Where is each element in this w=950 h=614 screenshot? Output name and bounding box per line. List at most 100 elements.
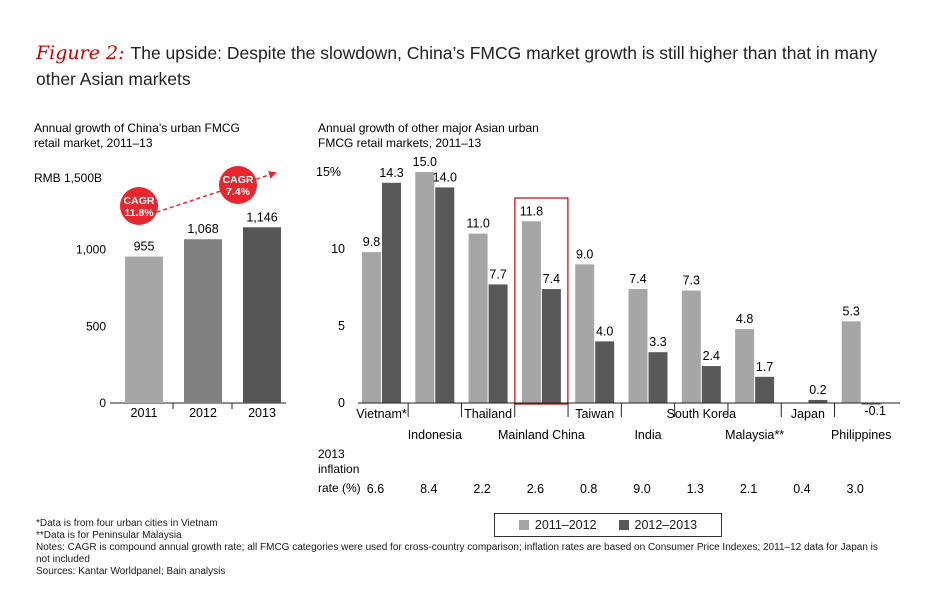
chart2-ytick-label: 5 [338,319,345,333]
chart2-value-label: 7.3 [683,274,700,288]
chart2-bar-Indonesia-2011–2012 [415,172,435,403]
chart2-inflation-rate: 1.3 [687,482,704,496]
china-growth-chart: Annual growth of China’s urban FMCG reta… [34,121,286,420]
asia-growth-chart: Annual growth of other major Asian urban… [316,121,900,496]
inflation-title-line-3: rate (%) [318,481,361,495]
cagr-badge [120,187,158,225]
chart2-bar-Indonesia-2012–2013 [435,187,455,403]
chart2-bar-South Korea-2011–2012 [681,290,701,403]
chart2-category-label: Vietnam* [356,407,407,421]
chart2-value-label: 15.0 [413,155,437,169]
chart2-bar-India-2011–2012 [628,289,648,403]
cagr-badge-value: 7.4% [226,186,251,198]
chart1-ytick-label: 500 [86,319,106,333]
footnote-sources: Sources: Kantar Worldpanel; Bain analysi… [36,566,226,577]
chart2-bar-Vietnam*-2011–2012 [362,252,381,403]
chart1-bar-2011 [125,256,163,403]
chart2-title-line-2: FMCG retail markets, 2011–13 [318,136,481,150]
chart2-value-label: 11.8 [520,204,543,218]
chart1-value-label: 1,068 [187,222,218,236]
chart2-inflation-rate: 2.2 [473,482,490,496]
chart2-value-label: 5.3 [843,304,860,318]
chart2-value-label: -0.1 [864,404,886,418]
chart2-category-label: South Korea [667,407,737,421]
legend-label-2011-2012: 2011–2012 [534,518,597,532]
chart2-inflation-rate: 8.4 [420,482,437,496]
chart2-bar-Malaysia**-2011–2012 [735,329,755,403]
chart2-value-label: 9.8 [363,235,380,249]
chart1-title-line-1: Annual growth of China’s urban FMCG [34,121,240,135]
chart1-title-line-2: retail market, 2011–13 [34,136,153,150]
chart2-value-label: 11.0 [466,217,489,231]
chart1-ytick-label: 0 [99,396,106,410]
chart2-bar-South Korea-2012–2013 [701,366,721,403]
chart2-bar-Vietnam*-2012–2013 [382,182,401,403]
chart2-inflation-rate: 2.1 [740,482,757,496]
chart2-ytick-label: 10 [331,242,345,256]
chart2-title-line-1: Annual growth of other major Asian urban [318,121,539,135]
chart2-inflation-rate: 0.8 [580,482,597,496]
chart2-category-label: Philippines [831,428,891,442]
chart2-category-label: India [634,428,661,442]
chart2-inflation-rate: 6.6 [367,482,384,496]
chart2-bar-Malaysia**-2012–2013 [755,376,775,403]
chart2-value-label: 3.3 [649,335,666,349]
chart2-bar-Philippines-2011–2012 [841,321,861,403]
chart2-category-label: Japan [791,407,825,421]
chart2-inflation-rate: 9.0 [633,482,650,496]
chart2-bar-Philippines-2012–2013 [861,403,881,405]
chart2-value-label: 7.7 [489,267,506,281]
legend-item-2011-2012: 2011–2012 [518,518,597,532]
mainland-china-highlight-box [514,197,569,405]
chart2-value-label: 4.8 [736,312,753,326]
inflation-title-line-1: 2013 [318,447,345,461]
chart2-bar-Thailand-2011–2012 [468,233,488,403]
chart2-inflation-rate: 3.0 [847,482,864,496]
chart2-value-label: 14.3 [379,166,403,180]
chart1-bar-2012 [184,239,222,403]
chart1-y-unit-label: RMB 1,500B [34,171,102,185]
chart1-category-label: 2011 [131,406,158,420]
chart2-bar-India-2012–2013 [648,352,668,403]
chart2-bar-Mainland China-2011–2012 [521,221,541,403]
chart2-inflation-rate: 2.6 [527,482,544,496]
figure-title: Figure 2: The upside: Despite the slowdow… [36,40,916,92]
chart2-value-label: 14.0 [433,170,457,184]
cagr-badge-value: 11.8% [124,207,154,219]
chart2-value-label: 4.0 [596,324,613,338]
chart2-category-label: Mainland China [498,428,585,442]
chart2-bar-Taiwan-2012–2013 [595,341,615,403]
figure-title-text: The upside: Despite the slowdown, China’… [36,43,878,89]
inflation-title-line-2: inflation [318,462,359,476]
chart2-value-label: 1.7 [756,360,773,374]
chart2-category-label: Indonesia [408,428,462,442]
chart2-value-label: 0.2 [809,383,826,397]
chart2-category-label: Thailand [464,407,512,421]
legend-item-2012-2013: 2012–2013 [618,518,698,532]
chart1-bar-2013 [243,227,281,403]
cagr-badge-label: CAGR [223,174,254,186]
legend-label-2012-2013: 2012–2013 [634,518,698,532]
footnote-notes: Notes: CAGR is compound annual growth ra… [36,542,878,565]
chart1-category-label: 2013 [248,406,276,420]
chart2-value-label: 2.4 [703,349,720,363]
cagr-badge-label: CAGR [124,195,155,207]
footnotes: *Data is from four urban cities in Vietn… [36,518,916,578]
figure-label: Figure 2: [36,42,125,64]
chart2-bar-Taiwan-2011–2012 [575,264,595,403]
legend-swatch-dark [618,520,629,530]
chart1-value-label: 955 [134,240,155,254]
chart2-ytick-label: 15% [316,165,341,179]
chart2-ytick-label: 0 [338,396,345,410]
chart2-category-label: Malaysia** [725,428,784,442]
chart2-value-label: 9.0 [576,247,593,261]
chart1-ytick-label: 1,000 [76,243,106,257]
chart2-value-label: 7.4 [543,272,560,286]
chart2-value-label: 7.4 [629,272,646,286]
chart1-value-label: 1,146 [246,210,277,224]
legend: 2011–2012 2012–2013 [494,513,722,537]
legend-swatch-light [518,520,529,530]
chart1-category-label: 2012 [189,406,217,420]
chart2-category-label: Taiwan [575,407,614,421]
chart2-bar-Japan-2012–2013 [808,399,828,403]
